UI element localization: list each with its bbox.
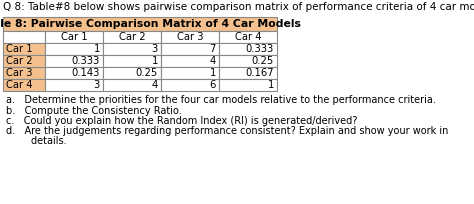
- Bar: [103, 55, 161, 67]
- Text: a.   Determine the priorities for the four car models relative to the performanc: a. Determine the priorities for the four…: [6, 95, 436, 105]
- Text: 6: 6: [210, 80, 216, 90]
- Text: 3: 3: [94, 80, 100, 90]
- Bar: [103, 79, 161, 91]
- Bar: [219, 43, 277, 55]
- Bar: [45, 67, 103, 79]
- Text: 0.167: 0.167: [246, 68, 274, 78]
- Text: 0.25: 0.25: [252, 56, 274, 66]
- Bar: [3, 31, 45, 43]
- Text: Car 2: Car 2: [118, 32, 146, 42]
- Text: 7: 7: [210, 44, 216, 54]
- Bar: [45, 55, 103, 67]
- Bar: [161, 31, 219, 43]
- Bar: [3, 17, 277, 31]
- Text: 1: 1: [94, 44, 100, 54]
- Bar: [3, 67, 45, 79]
- Bar: [219, 55, 277, 67]
- Text: b.   Compute the Consistency Ratio.: b. Compute the Consistency Ratio.: [6, 105, 182, 115]
- Text: 1: 1: [210, 68, 216, 78]
- Text: Car 2: Car 2: [6, 56, 33, 66]
- Text: Car 1: Car 1: [61, 32, 87, 42]
- Bar: [103, 31, 161, 43]
- Bar: [161, 55, 219, 67]
- Bar: [103, 43, 161, 55]
- Bar: [3, 55, 45, 67]
- Text: 1: 1: [152, 56, 158, 66]
- Bar: [3, 79, 45, 91]
- Bar: [219, 67, 277, 79]
- Text: 0.333: 0.333: [246, 44, 274, 54]
- Text: Car 3: Car 3: [6, 68, 33, 78]
- Text: Table 8: Pairwise Comparison Matrix of 4 Car Models: Table 8: Pairwise Comparison Matrix of 4…: [0, 19, 301, 29]
- Text: Q 8: Table#8 below shows pairwise comparison matrix of performance criteria of 4: Q 8: Table#8 below shows pairwise compar…: [3, 2, 474, 12]
- Text: 0.143: 0.143: [72, 68, 100, 78]
- Text: 0.25: 0.25: [136, 68, 158, 78]
- Text: Car 4: Car 4: [6, 80, 33, 90]
- Text: d.   Are the judgements regarding performance consistent? Explain and show your : d. Are the judgements regarding performa…: [6, 126, 448, 136]
- Bar: [161, 79, 219, 91]
- Text: 3: 3: [152, 44, 158, 54]
- Text: Car 3: Car 3: [177, 32, 203, 42]
- Text: 4: 4: [210, 56, 216, 66]
- Bar: [3, 43, 45, 55]
- Text: c.   Could you explain how the Random Index (RI) is generated/derived?: c. Could you explain how the Random Inde…: [6, 116, 357, 126]
- Bar: [45, 79, 103, 91]
- Bar: [103, 67, 161, 79]
- Text: details.: details.: [6, 136, 67, 146]
- Bar: [161, 43, 219, 55]
- Text: 0.333: 0.333: [72, 56, 100, 66]
- Bar: [45, 31, 103, 43]
- Text: 4: 4: [152, 80, 158, 90]
- Text: Car 1: Car 1: [6, 44, 33, 54]
- Text: 1: 1: [268, 80, 274, 90]
- Bar: [219, 31, 277, 43]
- Bar: [45, 43, 103, 55]
- Bar: [161, 67, 219, 79]
- Text: Car 4: Car 4: [235, 32, 261, 42]
- Bar: [219, 79, 277, 91]
